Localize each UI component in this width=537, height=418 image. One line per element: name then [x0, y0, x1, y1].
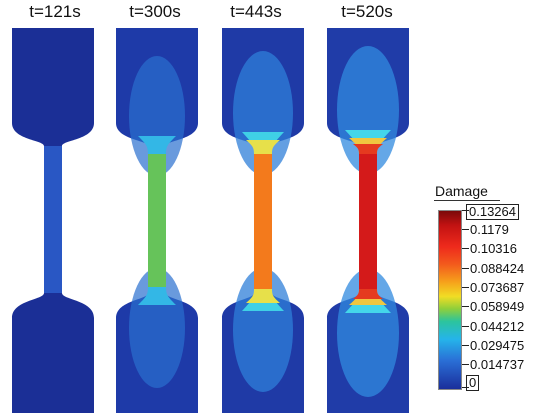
specimen-t300 — [116, 28, 198, 413]
legend-title-underline — [434, 200, 500, 201]
colorbar-tick — [462, 229, 469, 230]
colorbar-tick — [462, 364, 469, 365]
colorbar-tick — [462, 326, 469, 327]
colorbar-label: 0.073687 — [470, 280, 525, 295]
colorbar-tick — [462, 387, 469, 388]
damage-colorbar — [438, 210, 462, 390]
specimen-t443 — [222, 28, 304, 413]
colorbar-tick — [462, 306, 469, 307]
specimen-t520 — [327, 28, 409, 413]
frame-title-t443: t=443s — [230, 2, 282, 21]
frame-title-t520: t=520s — [341, 2, 393, 21]
colorbar-tick — [462, 268, 469, 269]
colorbar-label: 0.1179 — [470, 222, 509, 237]
colorbar-label: 0.058949 — [470, 299, 525, 314]
colorbar-label-min: 0 — [466, 375, 480, 391]
colorbar-label: 0.044212 — [470, 319, 525, 334]
colorbar-label: 0.014737 — [470, 357, 525, 372]
colorbar-tick — [462, 287, 469, 288]
frame-title-t121: t=121s — [29, 2, 81, 21]
colorbar-tick — [462, 345, 469, 346]
colorbar-tick — [462, 248, 469, 249]
colorbar-label-max: 0.13264 — [466, 204, 519, 220]
specimen-t121 — [12, 28, 94, 413]
legend-title: Damage — [435, 183, 488, 199]
colorbar-label: 0.10316 — [470, 241, 517, 256]
colorbar-tick — [462, 210, 469, 211]
colorbar-label: 0.029475 — [470, 338, 525, 353]
colorbar-label: 0.088424 — [470, 261, 525, 276]
frame-title-t300: t=300s — [129, 2, 181, 21]
